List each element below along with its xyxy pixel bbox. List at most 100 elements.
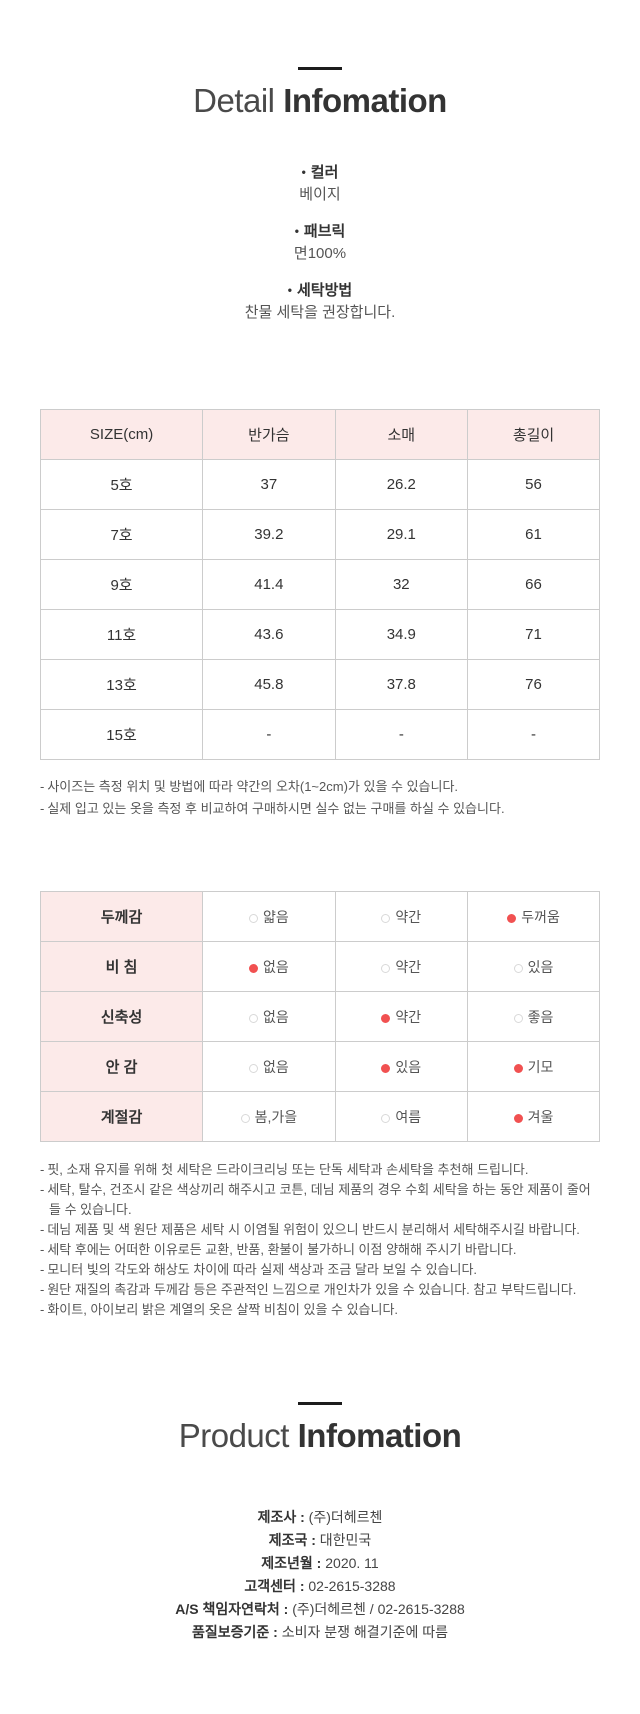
care-note-line: - 세탁, 탈수, 건조시 같은 색상끼리 해주시고 코튼, 데님 제품의 경우 … [40, 1180, 600, 1220]
selected-dot-icon [513, 1063, 523, 1073]
size-column-header: 반가슴 [202, 409, 336, 460]
colon-separator: : [307, 1532, 320, 1548]
attribute-label: 계절감 [39, 1091, 204, 1142]
title-bold-part: Infomation [283, 82, 447, 119]
attribute-option: 봄,가을 [202, 1091, 336, 1142]
title-bold-part: Infomation [297, 1417, 462, 1454]
info-line: 제조년월 : 2020. 11 [0, 1552, 640, 1575]
measurement-cell: 34.9 [334, 609, 469, 660]
bullet-icon: • [301, 165, 306, 179]
unselected-dot-icon [381, 963, 391, 973]
option-text: 두꺼움 [521, 908, 560, 925]
spec-label-text: 세탁방법 [297, 282, 353, 299]
size-name-cell: 15호 [39, 709, 204, 760]
measurement-cell: 37 [202, 459, 336, 510]
spec-label: • 패브릭 [0, 222, 640, 241]
spec-label: • 세탁방법 [0, 281, 640, 300]
size-name-cell: 9호 [39, 559, 204, 610]
measurement-cell: 29.1 [334, 509, 469, 560]
info-value: (주)더헤르첸 / 02-2615-3288 [292, 1601, 465, 1617]
note-line: - 실제 입고 있는 옷을 측정 후 비교하여 구매하시면 실수 없는 구매를 하… [40, 798, 600, 820]
option-text: 봄,가을 [254, 1108, 298, 1125]
colon-separator: : [312, 1555, 326, 1571]
unselected-dot-icon [240, 1113, 250, 1123]
option-text: 있음 [527, 958, 554, 975]
option-text: 좋음 [527, 1008, 554, 1025]
size-name-cell: 13호 [39, 659, 204, 710]
spec-label-text: 패브릭 [303, 223, 346, 240]
measurement-cell: 45.8 [202, 659, 336, 710]
dash-icon: - [40, 1262, 45, 1277]
detail-section-title: Detail Infomation [0, 82, 640, 120]
table-row: 계절감 봄,가을 여름 겨울 [39, 1091, 600, 1142]
info-value: (주)더헤르첸 [308, 1509, 383, 1525]
attribute-label: 신축성 [39, 991, 204, 1042]
dash-icon: - [40, 1282, 45, 1297]
title-light-part: Detail [193, 82, 275, 119]
measurement-cell: 61 [467, 509, 600, 560]
size-column-header: SIZE(cm) [39, 409, 204, 460]
size-table: SIZE(cm) 반가슴 소매 총길이 5호 37 26.2 56 7호 39.2 29.1 61 9… [39, 409, 600, 760]
spec-label: • 컬러 [0, 163, 640, 182]
dash-icon: - [40, 1162, 45, 1177]
option-text: 없음 [262, 958, 289, 975]
fabric-attribute-table: 두께감 얇음 약간 두꺼움 비 침 없음 약간 있음 신축성 없음 약간 좋음 안 감 없음 있음 기모 계절감… [39, 891, 600, 1142]
measurement-cell: 43.6 [202, 609, 336, 660]
care-notes: - 핏, 소재 유지를 위해 첫 세탁은 드라이크리닝 또는 단독 세탁과 손세탁… [40, 1160, 600, 1320]
option-text: 겨울 [527, 1108, 554, 1125]
measurement-cell: 32 [334, 559, 469, 610]
info-line: 제조국 : 대한민국 [0, 1529, 640, 1552]
info-value: 02-2615-3288 [308, 1578, 396, 1594]
info-label: 고객센터 [244, 1578, 296, 1594]
dash-icon: - [40, 1182, 45, 1197]
care-note-line: - 원단 재질의 촉감과 두께감 등은 주관적인 느낌으로 개인차가 있을 수 있… [40, 1280, 600, 1300]
attribute-option: 약간 [334, 991, 469, 1042]
product-specs: • 컬러 베이지 • 패브릭 면100% • 세탁방법 찬물 세탁을 권장합니다. [0, 163, 640, 322]
info-label: 제조년월 [261, 1555, 313, 1571]
dash-icon: - [40, 779, 45, 794]
title-light-part: Product [178, 1417, 290, 1454]
size-table-notes: - 사이즈는 측정 위치 및 방법에 따라 약간의 오차(1~2cm)가 있을 수… [40, 776, 600, 820]
spec-group: • 컬러 베이지 [0, 163, 640, 204]
care-note-text: 화이트, 아이보리 밝은 계열의 옷은 살짝 비침이 있을 수 있습니다. [47, 1302, 399, 1317]
option-text: 기모 [527, 1058, 554, 1075]
care-note-line: - 데님 제품 및 색 원단 제품은 세탁 시 이염될 위험이 있으니 반드시 분… [40, 1220, 600, 1240]
selected-dot-icon [248, 963, 258, 973]
product-section-title: Product Infomation [0, 1417, 640, 1455]
table-row: 15호 - - - [39, 709, 600, 760]
attribute-option: 약간 [334, 941, 469, 992]
attribute-option: 있음 [334, 1041, 469, 1092]
colon-separator: : [279, 1601, 293, 1617]
info-value: 소비자 분쟁 해결기준에 따름 [281, 1624, 448, 1640]
spec-value: 면100% [293, 245, 347, 262]
unselected-dot-icon [513, 1013, 523, 1023]
attribute-label: 비 침 [39, 941, 204, 992]
info-line: A/S 책임자연락처 : (주)더헤르첸 / 02-2615-3288 [0, 1598, 640, 1621]
size-table-header-row: SIZE(cm) 반가슴 소매 총길이 [39, 409, 600, 460]
care-note-text: 데님 제품 및 색 원단 제품은 세탁 시 이염될 위험이 있으니 반드시 분리… [47, 1222, 580, 1237]
unselected-dot-icon [248, 1063, 258, 1073]
section-divider-line [298, 67, 342, 70]
colon-separator: : [295, 1578, 309, 1594]
attribute-option: 없음 [202, 991, 336, 1042]
option-text: 약간 [395, 958, 422, 975]
attribute-label: 두께감 [39, 891, 204, 942]
spec-label-text: 컬러 [310, 164, 339, 181]
care-note-line: - 세탁 후에는 어떠한 이유로든 교환, 반품, 환불이 불가하니 이점 양해해… [40, 1240, 600, 1260]
attribute-option: 기모 [467, 1041, 600, 1092]
note-text: 사이즈는 측정 위치 및 방법에 따라 약간의 오차(1~2cm)가 있을 수 … [47, 779, 459, 794]
measurement-cell: 56 [467, 459, 600, 510]
measurement-cell: 39.2 [202, 509, 336, 560]
measurement-cell: - [467, 709, 600, 760]
care-note-text: 세탁, 탈수, 건조시 같은 색상끼리 해주시고 코튼, 데님 제품의 경우 수… [47, 1182, 591, 1217]
size-name-cell: 11호 [39, 609, 204, 660]
manufacturer-info: 제조사 : (주)더헤르첸 제조국 : 대한민국 제조년월 : 2020. 11 고객… [0, 1506, 640, 1644]
unselected-dot-icon [248, 1013, 258, 1023]
table-row: 두께감 얇음 약간 두꺼움 [39, 891, 600, 942]
colon-separator: : [269, 1624, 282, 1640]
spec-value: 찬물 세탁을 권장합니다. [244, 304, 396, 321]
attribute-option: 약간 [334, 891, 469, 942]
attribute-option: 없음 [202, 941, 336, 992]
option-text: 약간 [395, 1008, 422, 1025]
